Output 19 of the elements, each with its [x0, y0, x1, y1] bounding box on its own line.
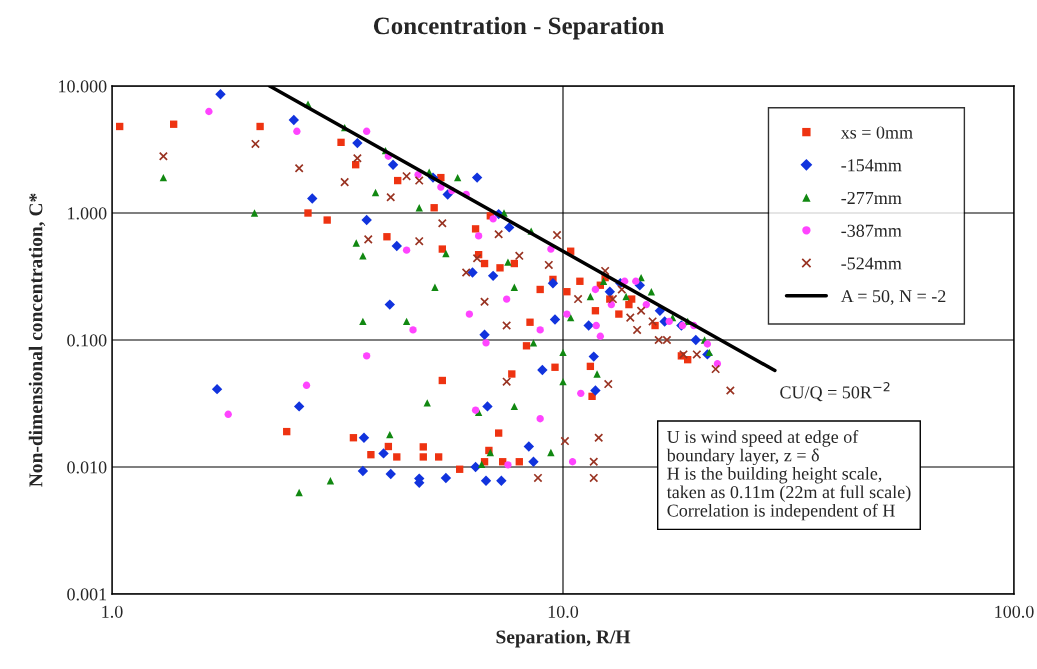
- y-tick-label: 0.010: [67, 461, 107, 474]
- y-tick-label: 0.100: [67, 334, 107, 347]
- y-axis-title: Non-dimensional concentration, C*: [28, 193, 46, 487]
- x-tick-label: 1.0: [102, 605, 123, 618]
- y-tick-label: 1.000: [68, 207, 107, 220]
- legend-label: -277mm: [841, 191, 902, 204]
- legend-label: xs = 0mm: [840, 126, 913, 139]
- y-tick-label: 10.000: [59, 80, 107, 93]
- legend-label: A = 50, N = -2: [840, 290, 946, 305]
- legend-label: -154mm: [841, 159, 902, 172]
- x-tick-label: 100.0: [995, 605, 1034, 618]
- legend-label: -387mm: [841, 224, 902, 237]
- chart-title: Concentration - Separation: [373, 16, 664, 40]
- annotation: U is wind speed at edge of boundary layer, z = δ H is the building height scale, taken as 0.11m (22m at full scale) Correlation is independent of H: [666, 430, 911, 521]
- legend-label: -524mm: [841, 257, 902, 270]
- y-tick-label: 0.001: [67, 588, 107, 601]
- annotation: CU/Q = 50R$^{−2}$: [780, 381, 890, 402]
- x-axis-title: Separation, R/H: [496, 629, 631, 648]
- x-tick-label: 10.0: [548, 605, 579, 618]
